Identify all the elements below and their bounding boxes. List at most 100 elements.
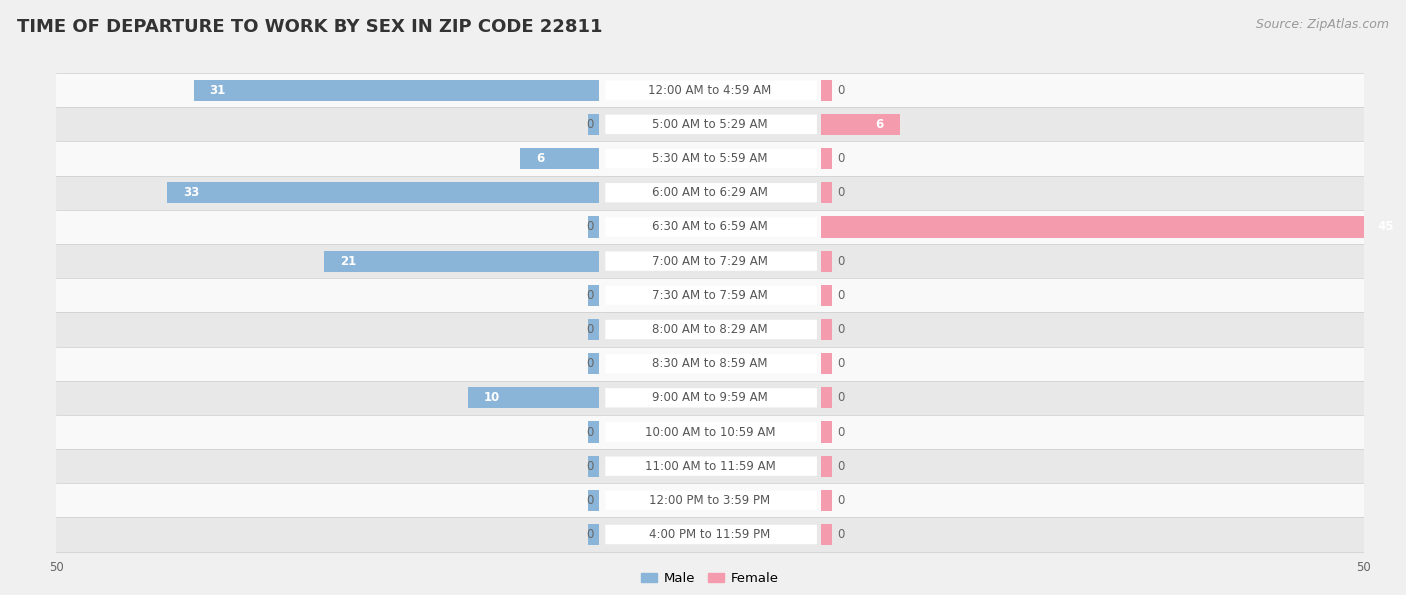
Text: 10: 10 <box>484 392 501 405</box>
FancyBboxPatch shape <box>606 115 817 134</box>
Text: 0: 0 <box>837 152 844 165</box>
Text: 8:30 AM to 8:59 AM: 8:30 AM to 8:59 AM <box>652 357 768 370</box>
Text: 0: 0 <box>837 425 844 439</box>
Text: 8:00 AM to 8:29 AM: 8:00 AM to 8:29 AM <box>652 323 768 336</box>
Text: 0: 0 <box>837 323 844 336</box>
Text: 7:30 AM to 7:59 AM: 7:30 AM to 7:59 AM <box>652 289 768 302</box>
Bar <box>56 346 1364 381</box>
Bar <box>589 353 599 374</box>
FancyBboxPatch shape <box>606 252 817 271</box>
FancyBboxPatch shape <box>606 525 817 544</box>
Text: TIME OF DEPARTURE TO WORK BY SEX IN ZIP CODE 22811: TIME OF DEPARTURE TO WORK BY SEX IN ZIP … <box>17 18 602 36</box>
FancyBboxPatch shape <box>606 217 817 237</box>
Text: 12:00 PM to 3:59 PM: 12:00 PM to 3:59 PM <box>650 494 770 507</box>
Text: 45: 45 <box>1378 220 1393 233</box>
Text: 0: 0 <box>586 323 593 336</box>
Bar <box>56 449 1364 483</box>
Bar <box>520 148 599 169</box>
Bar <box>194 80 599 101</box>
Text: 0: 0 <box>586 425 593 439</box>
Text: 0: 0 <box>837 357 844 370</box>
Text: 7:00 AM to 7:29 AM: 7:00 AM to 7:29 AM <box>652 255 768 268</box>
Text: 6: 6 <box>876 118 884 131</box>
FancyBboxPatch shape <box>606 320 817 339</box>
Text: 31: 31 <box>209 84 225 97</box>
Text: 33: 33 <box>183 186 200 199</box>
Text: 0: 0 <box>586 494 593 507</box>
Bar <box>56 518 1364 552</box>
Bar <box>56 142 1364 176</box>
Text: 10:00 AM to 10:59 AM: 10:00 AM to 10:59 AM <box>645 425 775 439</box>
Bar <box>821 353 831 374</box>
Text: 0: 0 <box>837 494 844 507</box>
Legend: Male, Female: Male, Female <box>636 566 785 590</box>
Bar <box>821 490 831 511</box>
Text: 0: 0 <box>837 186 844 199</box>
Bar <box>821 114 900 135</box>
FancyBboxPatch shape <box>606 80 817 100</box>
Bar <box>56 107 1364 142</box>
Text: 12:00 AM to 4:59 AM: 12:00 AM to 4:59 AM <box>648 84 772 97</box>
Bar <box>56 381 1364 415</box>
Text: 0: 0 <box>586 118 593 131</box>
Bar <box>821 182 831 203</box>
Text: 0: 0 <box>586 528 593 541</box>
Bar <box>56 73 1364 107</box>
Text: 21: 21 <box>340 255 356 268</box>
Text: 0: 0 <box>586 460 593 472</box>
Text: 4:00 PM to 11:59 PM: 4:00 PM to 11:59 PM <box>650 528 770 541</box>
FancyBboxPatch shape <box>606 286 817 305</box>
Bar <box>821 524 831 545</box>
Bar <box>821 217 1406 237</box>
Text: 9:00 AM to 9:59 AM: 9:00 AM to 9:59 AM <box>652 392 768 405</box>
Bar <box>468 387 599 408</box>
Text: 0: 0 <box>586 289 593 302</box>
Text: 6:30 AM to 6:59 AM: 6:30 AM to 6:59 AM <box>652 220 768 233</box>
FancyBboxPatch shape <box>606 422 817 441</box>
Bar <box>589 114 599 135</box>
Bar <box>589 284 599 306</box>
Text: 0: 0 <box>837 255 844 268</box>
Text: 0: 0 <box>837 528 844 541</box>
Bar <box>821 284 831 306</box>
Bar <box>821 456 831 477</box>
Text: 5:00 AM to 5:29 AM: 5:00 AM to 5:29 AM <box>652 118 768 131</box>
FancyBboxPatch shape <box>606 183 817 202</box>
Bar <box>821 319 831 340</box>
Bar <box>56 244 1364 278</box>
Bar <box>589 217 599 237</box>
FancyBboxPatch shape <box>606 491 817 510</box>
Bar <box>56 312 1364 346</box>
Text: 11:00 AM to 11:59 AM: 11:00 AM to 11:59 AM <box>645 460 775 472</box>
Bar <box>56 415 1364 449</box>
Bar <box>325 250 599 272</box>
Bar <box>167 182 599 203</box>
Text: 0: 0 <box>837 289 844 302</box>
FancyBboxPatch shape <box>606 388 817 408</box>
Text: 6:00 AM to 6:29 AM: 6:00 AM to 6:29 AM <box>652 186 768 199</box>
Text: 6: 6 <box>536 152 544 165</box>
Bar <box>589 456 599 477</box>
Bar <box>56 278 1364 312</box>
Bar <box>56 210 1364 244</box>
Bar <box>56 483 1364 518</box>
FancyBboxPatch shape <box>606 354 817 373</box>
Bar <box>589 421 599 443</box>
FancyBboxPatch shape <box>606 456 817 476</box>
Text: Source: ZipAtlas.com: Source: ZipAtlas.com <box>1256 18 1389 31</box>
Bar <box>821 80 831 101</box>
Text: 0: 0 <box>837 460 844 472</box>
Bar <box>589 490 599 511</box>
Text: 5:30 AM to 5:59 AM: 5:30 AM to 5:59 AM <box>652 152 768 165</box>
Bar <box>56 176 1364 210</box>
Bar <box>589 319 599 340</box>
Bar <box>821 148 831 169</box>
Text: 0: 0 <box>837 392 844 405</box>
Bar <box>821 387 831 408</box>
Bar <box>821 250 831 272</box>
Text: 0: 0 <box>837 84 844 97</box>
Bar <box>589 524 599 545</box>
Text: 0: 0 <box>586 357 593 370</box>
Bar <box>821 421 831 443</box>
Text: 0: 0 <box>586 220 593 233</box>
